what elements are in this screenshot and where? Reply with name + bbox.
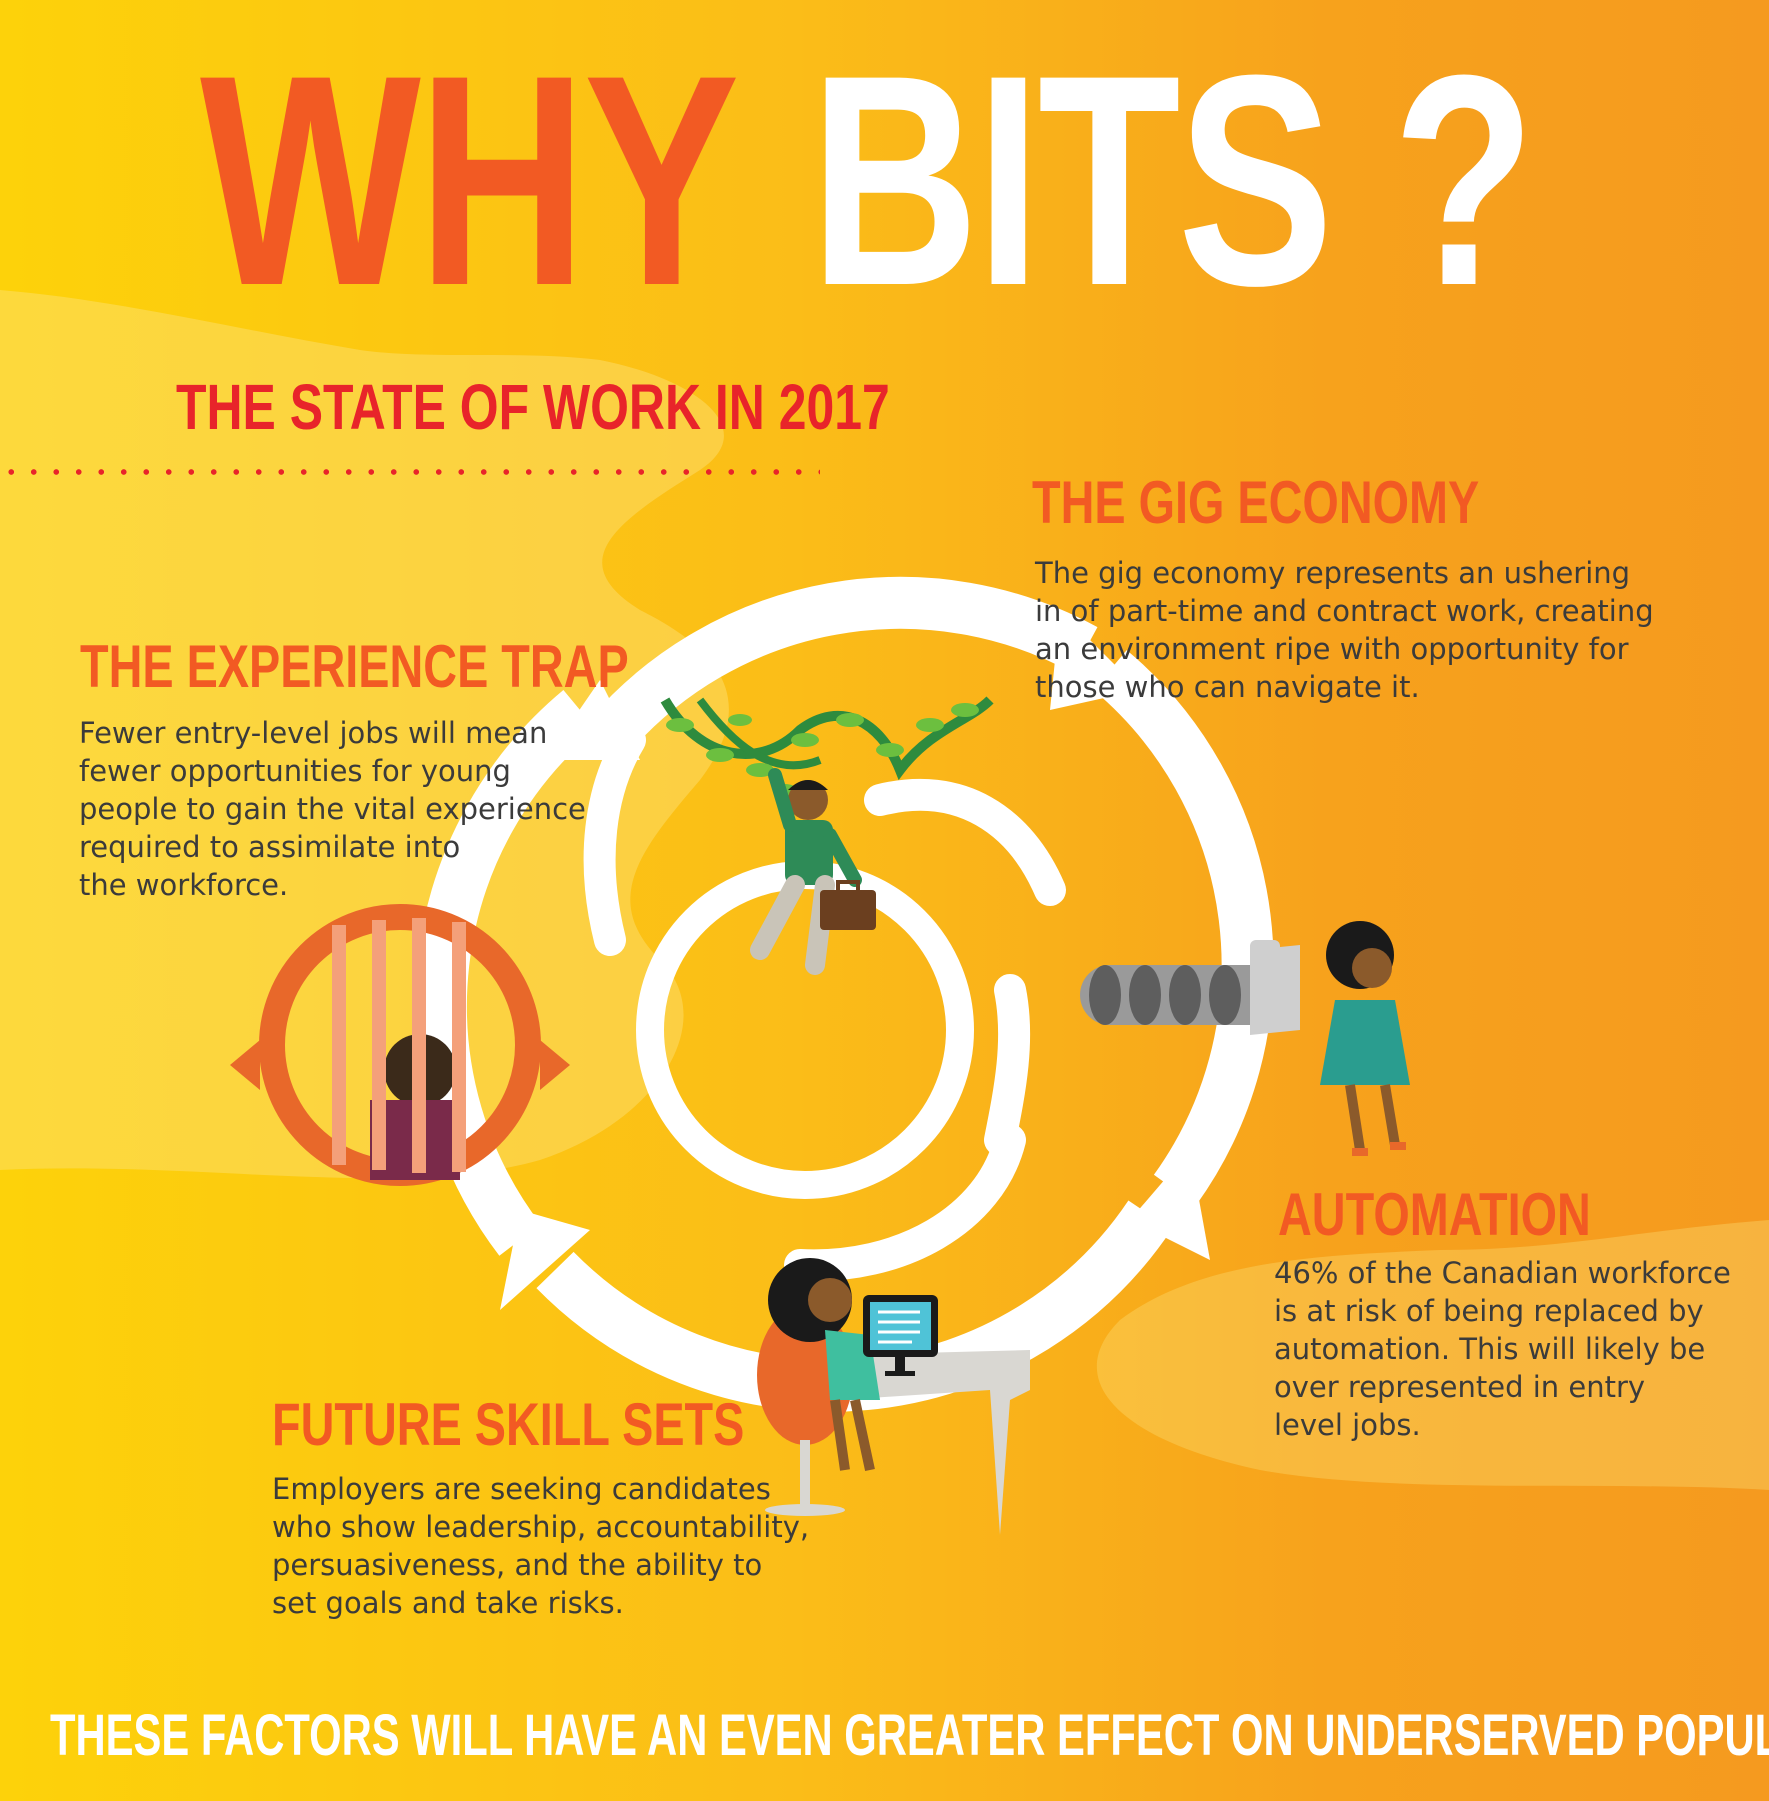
desk-figure (757, 1258, 1030, 1535)
jail-bars-icon (230, 904, 570, 1186)
footer-statement: THESE FACTORS WILL HAVE AN EVEN GREATER … (50, 1703, 1769, 1768)
gig-economy-text: The gig economy represents an ushering i… (1035, 556, 1654, 704)
automation-heading: AUTOMATION (1278, 1181, 1591, 1248)
automation-text: 46% of the Canadian workforce is at risk… (1274, 1256, 1731, 1442)
computer-icon (863, 1295, 938, 1376)
experience-trap-heading: THE EXPERIENCE TRAP (80, 633, 629, 700)
title-why: WHY (200, 12, 740, 348)
title-bits: BITS ? (810, 12, 1535, 348)
woman-teal-figure (1320, 921, 1410, 1156)
gig-economy-heading: THE GIG ECONOMY (1032, 469, 1480, 536)
robot-arm-icon (1080, 940, 1300, 1035)
inner-arrows (583, 724, 1066, 1282)
future-skills-heading: FUTURE SKILL SETS (272, 1391, 745, 1458)
vines-icon (660, 696, 994, 796)
future-skills-text: Employers are seeking candidates who sho… (272, 1472, 810, 1620)
briefcase-icon (820, 880, 876, 930)
experience-trap-text: Fewer entry-level jobs will mean fewer o… (79, 716, 586, 902)
inner-ring (636, 861, 974, 1199)
subtitle: THE STATE OF WORK IN 2017 (176, 371, 890, 443)
dotted-divider (0, 468, 820, 476)
